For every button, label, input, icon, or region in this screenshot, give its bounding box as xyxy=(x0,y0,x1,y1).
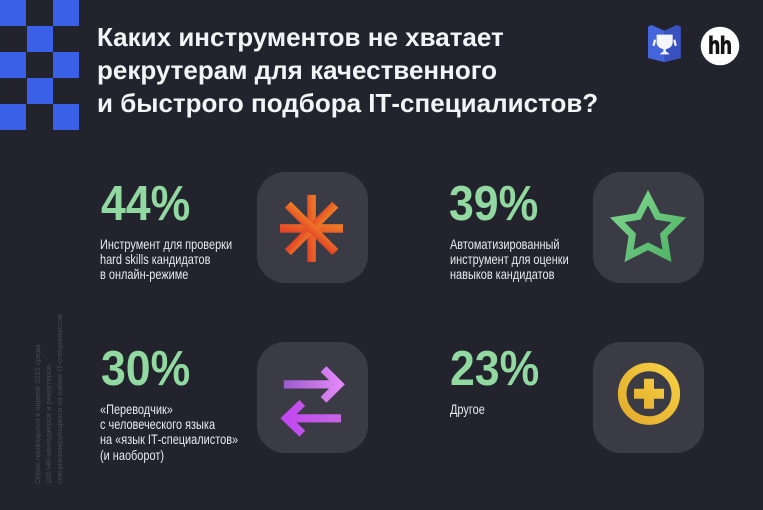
svg-text:hh: hh xyxy=(708,33,732,60)
